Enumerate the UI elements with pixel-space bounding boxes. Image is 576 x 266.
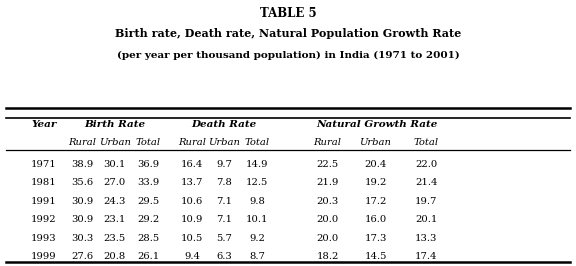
Text: 1991: 1991: [31, 197, 57, 206]
Text: 13.7: 13.7: [181, 178, 203, 187]
Text: 29.5: 29.5: [137, 197, 159, 206]
Text: 30.1: 30.1: [104, 160, 126, 169]
Text: 23.5: 23.5: [104, 234, 126, 243]
Text: 16.0: 16.0: [365, 215, 386, 224]
Text: 20.3: 20.3: [316, 197, 339, 206]
Text: 30.9: 30.9: [71, 197, 93, 206]
Text: 33.9: 33.9: [137, 178, 159, 187]
Text: 35.6: 35.6: [71, 178, 93, 187]
Text: 19.2: 19.2: [364, 178, 386, 187]
Text: 10.1: 10.1: [246, 215, 268, 224]
Text: Rural: Rural: [68, 138, 96, 147]
Text: 1999: 1999: [31, 252, 57, 261]
Text: 16.4: 16.4: [181, 160, 203, 169]
Text: Total: Total: [135, 138, 161, 147]
Text: 14.5: 14.5: [364, 252, 386, 261]
Text: (per year per thousand population) in India (1971 to 2001): (per year per thousand population) in In…: [116, 51, 460, 60]
Text: 27.0: 27.0: [104, 178, 126, 187]
Text: 7.1: 7.1: [216, 197, 232, 206]
Text: 19.7: 19.7: [415, 197, 438, 206]
Text: Death Rate: Death Rate: [192, 120, 257, 129]
Text: 21.9: 21.9: [316, 178, 339, 187]
Text: Urban: Urban: [359, 138, 392, 147]
Text: Urban: Urban: [208, 138, 240, 147]
Text: 1992: 1992: [31, 215, 57, 224]
Text: 22.0: 22.0: [415, 160, 437, 169]
Text: 9.7: 9.7: [216, 160, 232, 169]
Text: 6.3: 6.3: [217, 252, 232, 261]
Text: Birth Rate: Birth Rate: [84, 120, 145, 129]
Text: 36.9: 36.9: [137, 160, 159, 169]
Text: 20.0: 20.0: [316, 234, 339, 243]
Text: 27.6: 27.6: [71, 252, 93, 261]
Text: 9.2: 9.2: [249, 234, 265, 243]
Text: 17.3: 17.3: [364, 234, 386, 243]
Text: 29.2: 29.2: [137, 215, 159, 224]
Text: Rural: Rural: [178, 138, 206, 147]
Text: 12.5: 12.5: [246, 178, 268, 187]
Text: Total: Total: [414, 138, 439, 147]
Text: 10.5: 10.5: [181, 234, 203, 243]
Text: 20.4: 20.4: [364, 160, 386, 169]
Text: 20.8: 20.8: [104, 252, 126, 261]
Text: 30.9: 30.9: [71, 215, 93, 224]
Text: 7.8: 7.8: [216, 178, 232, 187]
Text: 14.9: 14.9: [246, 160, 268, 169]
Text: 1971: 1971: [31, 160, 57, 169]
Text: Year: Year: [31, 120, 56, 129]
Text: Birth rate, Death rate, Natural Population Growth Rate: Birth rate, Death rate, Natural Populati…: [115, 28, 461, 39]
Text: 23.1: 23.1: [104, 215, 126, 224]
Text: 30.3: 30.3: [71, 234, 93, 243]
Text: 1993: 1993: [31, 234, 57, 243]
Text: 5.7: 5.7: [216, 234, 232, 243]
Text: 13.3: 13.3: [415, 234, 438, 243]
Text: 21.4: 21.4: [415, 178, 438, 187]
Text: 38.9: 38.9: [71, 160, 93, 169]
Text: 8.7: 8.7: [249, 252, 265, 261]
Text: 17.2: 17.2: [364, 197, 386, 206]
Text: 28.5: 28.5: [137, 234, 159, 243]
Text: 22.5: 22.5: [316, 160, 339, 169]
Text: 26.1: 26.1: [137, 252, 159, 261]
Text: 20.1: 20.1: [415, 215, 438, 224]
Text: 10.6: 10.6: [181, 197, 203, 206]
Text: 9.8: 9.8: [249, 197, 265, 206]
Text: 7.1: 7.1: [216, 215, 232, 224]
Text: 9.4: 9.4: [184, 252, 200, 261]
Text: 24.3: 24.3: [104, 197, 126, 206]
Text: 20.0: 20.0: [316, 215, 339, 224]
Text: 1981: 1981: [31, 178, 57, 187]
Text: 10.9: 10.9: [181, 215, 203, 224]
Text: Urban: Urban: [98, 138, 131, 147]
Text: 17.4: 17.4: [415, 252, 438, 261]
Text: Rural: Rural: [313, 138, 342, 147]
Text: Total: Total: [244, 138, 270, 147]
Text: 18.2: 18.2: [316, 252, 339, 261]
Text: TABLE 5: TABLE 5: [260, 7, 316, 20]
Text: Natural Growth Rate: Natural Growth Rate: [316, 120, 437, 129]
